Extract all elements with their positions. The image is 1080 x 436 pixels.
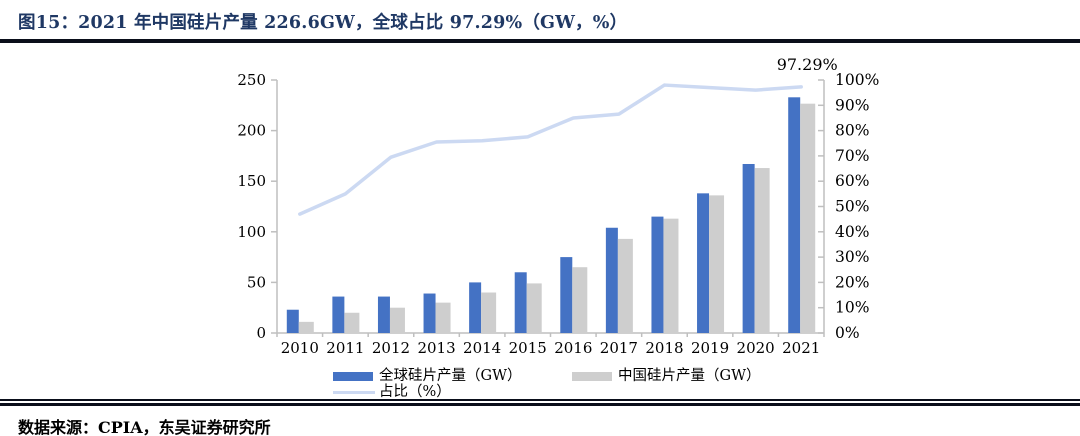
legend-swatch-global-bar: [333, 371, 373, 381]
combo-bar-line-chart: 0 50 100 150 200 250 0% 10% 20% 30% 40% 50% 60% 70% 80…: [237, 55, 879, 357]
legend-label-global: 全球硅片产量（GW）: [379, 368, 522, 384]
x-axis-category-label: 2020: [737, 339, 775, 357]
left-axis-tick-label: 150: [237, 172, 266, 190]
bar-global-2018: [651, 216, 664, 333]
right-axis-tick-label: 80%: [835, 122, 869, 140]
right-axis-tick-label: 100%: [835, 71, 879, 89]
right-axis-tick-label: 70%: [835, 147, 869, 165]
bar-global-2010: [286, 309, 299, 333]
x-axis-category-label: 2013: [417, 339, 455, 357]
chart-area: 0 50 100 150 200 250 0% 10% 20% 30% 40% 50% 60% 70% 80…: [0, 43, 1080, 400]
x-axis-category-label: 2015: [509, 339, 547, 357]
right-axis-tick-label: 90%: [835, 96, 869, 114]
bar-global-2017: [605, 227, 618, 333]
bar-china-2018: [663, 218, 679, 333]
bar-china-2015: [526, 283, 542, 333]
bar-china-2016: [572, 267, 588, 333]
bar-china-2020: [754, 168, 770, 333]
figure-bottom-rule: [0, 399, 1080, 406]
x-axis-category-label: 2012: [372, 339, 410, 357]
figure-title: 图15：2021 年中国硅片产量 226.6GW，全球占比 97.29%（GW，…: [18, 13, 628, 33]
bar-global-2012: [377, 296, 390, 333]
bar-china-2012: [389, 307, 405, 333]
x-axis-category-label: 2019: [691, 339, 729, 357]
bar-global-2013: [423, 293, 436, 333]
left-axis-tick-label: 200: [237, 122, 266, 140]
bar-china-2010: [298, 321, 314, 333]
right-axis-tick-label: 0%: [835, 324, 860, 342]
right-axis-tick-label: 30%: [835, 248, 869, 266]
x-axis-category-label: 2021: [782, 339, 820, 357]
bar-global-2014: [469, 282, 482, 333]
bar-global-2019: [697, 193, 710, 333]
legend-swatch-share-line: [333, 390, 375, 394]
title-divider-rule: [0, 39, 1080, 43]
right-axis-tick-label: 20%: [835, 273, 869, 291]
bar-china-2011: [344, 312, 360, 333]
x-axis-category-label: 2011: [326, 339, 364, 357]
legend-swatch-china-bar: [572, 371, 612, 381]
bar-global-2021: [788, 97, 801, 333]
left-axis-tick-label: 100: [237, 223, 266, 241]
bar-global-2011: [332, 296, 345, 333]
legend-row-bars: 全球硅片产量（GW） 中国硅片产量（GW）: [333, 368, 761, 384]
x-axis-category-label: 2016: [554, 339, 592, 357]
legend-row-line: 占比（%）: [333, 384, 761, 400]
bar-china-2014: [481, 292, 497, 333]
share-annotation: 97.29%: [777, 55, 838, 74]
bar-global-2020: [742, 163, 755, 333]
right-axis-tick-label: 60%: [835, 172, 869, 190]
chart-legend: 全球硅片产量（GW） 中国硅片产量（GW） 占比（%）: [333, 368, 761, 400]
bar-global-2016: [560, 257, 573, 333]
right-axis-tick-label: 50%: [835, 198, 869, 216]
left-axis-tick-label: 50: [247, 273, 266, 291]
data-source: 数据来源：CPIA，东吴证券研究所: [18, 418, 271, 436]
bar-china-2017: [617, 238, 633, 333]
legend-label-china: 中国硅片产量（GW）: [618, 368, 761, 384]
bar-china-2019: [709, 195, 725, 333]
x-axis-category-label: 2010: [281, 339, 319, 357]
share-line: [298, 83, 803, 216]
legend-label-share: 占比（%）: [379, 384, 451, 400]
left-axis-tick-label: 250: [237, 71, 266, 89]
x-axis-category-label: 2017: [600, 339, 638, 357]
bar-global-2015: [514, 272, 527, 333]
bar-china-2013: [435, 302, 451, 333]
left-axis-tick-label: 0: [256, 324, 266, 342]
right-axis-tick-label: 10%: [835, 299, 869, 317]
x-axis-category-label: 2014: [463, 339, 501, 357]
x-axis-category-label: 2018: [645, 339, 683, 357]
bar-china-2021: [800, 103, 816, 333]
right-axis-tick-label: 40%: [835, 223, 869, 241]
